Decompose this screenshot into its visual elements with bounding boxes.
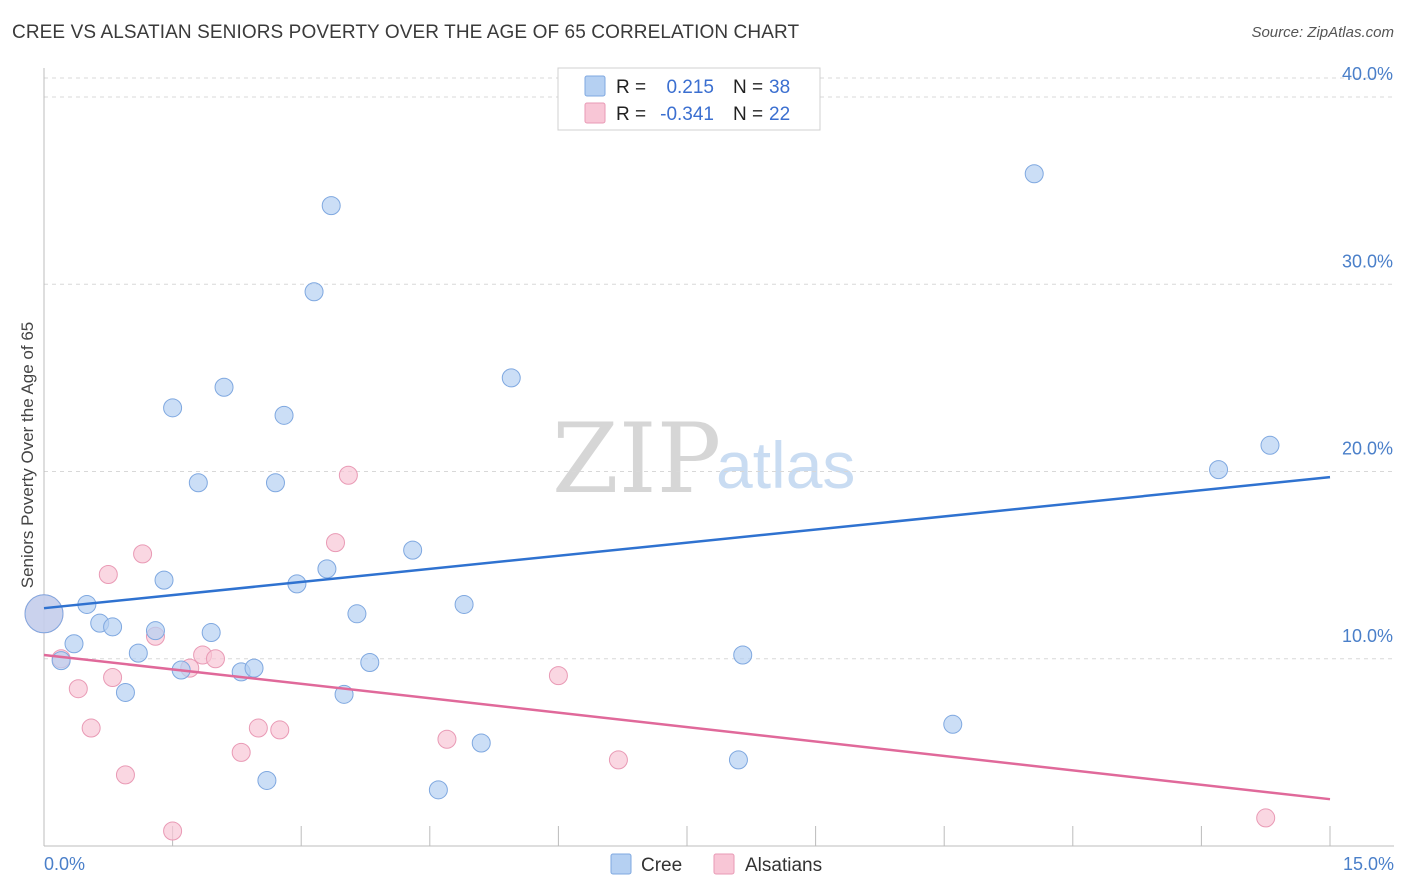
y-tick-label: 30.0% bbox=[1342, 251, 1393, 271]
alsatians-r-value: -0.341 bbox=[660, 104, 714, 125]
data-point bbox=[81, 718, 101, 738]
data-point bbox=[248, 718, 268, 738]
y-axis-label: Seniors Poverty Over the Age of 65 bbox=[18, 322, 37, 588]
data-point bbox=[325, 533, 345, 553]
data-point bbox=[728, 750, 748, 770]
data-point bbox=[304, 282, 324, 302]
cree-n-label: N = bbox=[733, 77, 763, 98]
y-tick-label: 40.0% bbox=[1342, 64, 1393, 84]
cree-trend-line bbox=[43, 475, 1331, 610]
cree-legend-swatch bbox=[584, 75, 606, 97]
data-point bbox=[274, 405, 294, 425]
cree-series-label: Cree bbox=[641, 855, 682, 876]
data-point bbox=[154, 570, 174, 590]
data-point bbox=[1256, 808, 1276, 828]
data-point bbox=[428, 780, 448, 800]
data-point bbox=[103, 617, 123, 637]
alsatians-points bbox=[24, 465, 1276, 841]
y-tick-labels: 10.0% 20.0% 30.0% 40.0% bbox=[1342, 64, 1393, 646]
alsatians-n-label: N = bbox=[733, 104, 763, 125]
alsatians-n-value: 22 bbox=[769, 104, 790, 125]
y-tick-label: 10.0% bbox=[1342, 626, 1393, 646]
x-tick-label-min: 0.0% bbox=[44, 854, 85, 874]
data-point bbox=[257, 770, 277, 790]
data-point bbox=[163, 821, 183, 841]
data-point bbox=[244, 658, 264, 678]
data-point bbox=[454, 594, 474, 614]
cree-r-label: R = bbox=[616, 77, 646, 98]
data-point bbox=[321, 196, 341, 216]
alsatians-series-label: Alsatians bbox=[745, 855, 822, 876]
y-tick-label: 20.0% bbox=[1342, 439, 1393, 459]
stats-legend: R = 0.215 N = 38 R = -0.341 N = 22 bbox=[557, 67, 821, 131]
data-point bbox=[360, 652, 380, 672]
source-credit: Source: ZipAtlas.com bbox=[1251, 24, 1394, 41]
data-point bbox=[98, 564, 118, 584]
axes bbox=[43, 68, 1394, 847]
data-point bbox=[437, 729, 457, 749]
data-point bbox=[214, 377, 234, 397]
data-point bbox=[548, 666, 568, 686]
chart-title: CREE VS ALSATIAN SENIORS POVERTY OVER TH… bbox=[12, 22, 800, 43]
data-point bbox=[733, 645, 753, 665]
alsatians-r-label: R = bbox=[616, 104, 646, 125]
data-point bbox=[403, 540, 423, 560]
data-point bbox=[231, 742, 251, 762]
data-point bbox=[115, 765, 135, 785]
data-point bbox=[1260, 435, 1280, 455]
data-point bbox=[201, 623, 221, 643]
data-point bbox=[943, 714, 963, 734]
cree-r-value: 0.215 bbox=[666, 77, 714, 98]
data-point bbox=[338, 465, 358, 485]
data-point bbox=[64, 634, 84, 654]
cree-n-value: 38 bbox=[769, 77, 790, 98]
series-legend: Cree Alsatians bbox=[610, 853, 822, 876]
data-point bbox=[145, 621, 165, 641]
alsatians-trend-line bbox=[43, 653, 1331, 801]
data-point bbox=[608, 750, 628, 770]
cree-points bbox=[24, 164, 1280, 800]
data-point bbox=[265, 473, 285, 493]
watermark-atlas: atlas bbox=[716, 428, 855, 502]
data-point bbox=[471, 733, 491, 753]
data-point bbox=[1024, 164, 1044, 184]
data-point bbox=[163, 398, 183, 418]
trend-lines bbox=[43, 475, 1331, 801]
watermark: ZIP atlas bbox=[552, 403, 855, 515]
data-point bbox=[103, 667, 123, 687]
data-point bbox=[501, 368, 521, 388]
x-ticks bbox=[43, 826, 1331, 846]
data-point bbox=[270, 720, 290, 740]
data-point bbox=[133, 544, 153, 564]
alsatians-legend-swatch bbox=[584, 102, 606, 124]
data-point bbox=[347, 604, 367, 624]
data-point bbox=[317, 559, 337, 579]
data-point bbox=[128, 643, 148, 663]
data-point bbox=[24, 594, 64, 634]
data-point bbox=[188, 473, 208, 493]
alsatians-series-swatch bbox=[713, 853, 735, 875]
cree-series-swatch bbox=[610, 853, 632, 875]
data-point bbox=[115, 682, 135, 702]
x-tick-label-max: 15.0% bbox=[1343, 854, 1394, 874]
grid bbox=[44, 77, 1394, 660]
data-point bbox=[51, 651, 71, 671]
data-point bbox=[1209, 460, 1229, 480]
watermark-zip: ZIP bbox=[552, 403, 721, 515]
data-point bbox=[205, 649, 225, 669]
data-point bbox=[68, 679, 88, 699]
